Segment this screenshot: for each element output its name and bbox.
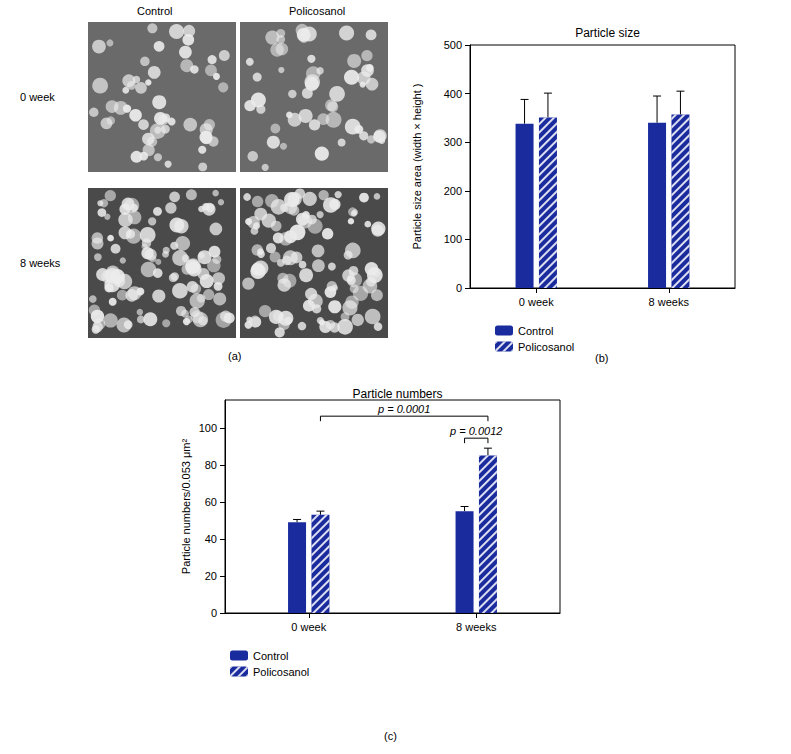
- svg-text:Particle size area (width × he: Particle size area (width × height ): [411, 84, 423, 250]
- svg-text:Policosanol: Policosanol: [289, 5, 345, 17]
- svg-text:100: 100: [444, 233, 462, 245]
- svg-text:Control: Control: [253, 650, 288, 662]
- svg-text:8 weeks: 8 weeks: [649, 296, 690, 308]
- svg-text:(b): (b): [595, 352, 608, 364]
- svg-text:p = 0.0012: p = 0.0012: [449, 425, 502, 437]
- svg-text:0 week: 0 week: [20, 91, 55, 103]
- svg-text:0 week: 0 week: [291, 621, 326, 633]
- svg-text:60: 60: [205, 496, 217, 508]
- svg-text:40: 40: [205, 533, 217, 545]
- svg-text:8 weeks: 8 weeks: [20, 257, 61, 269]
- svg-text:0 week: 0 week: [519, 296, 554, 308]
- svg-text:Policosanol: Policosanol: [518, 341, 574, 353]
- svg-text:300: 300: [444, 136, 462, 148]
- svg-text:Control: Control: [137, 5, 172, 17]
- svg-text:8 weeks: 8 weeks: [456, 621, 497, 633]
- svg-text:500: 500: [444, 39, 462, 51]
- svg-text:(a): (a): [228, 350, 241, 362]
- svg-text:Particle size: Particle size: [575, 26, 640, 40]
- svg-text:200: 200: [444, 185, 462, 197]
- svg-text:400: 400: [444, 88, 462, 100]
- svg-text:20: 20: [205, 570, 217, 582]
- svg-text:Particle numbers/0.053 μm²: Particle numbers/0.053 μm²: [180, 438, 192, 574]
- svg-text:p = 0.0001: p = 0.0001: [377, 403, 430, 415]
- svg-text:Policosanol: Policosanol: [253, 666, 309, 678]
- svg-text:100: 100: [199, 422, 217, 434]
- svg-text:80: 80: [205, 459, 217, 471]
- svg-text:0: 0: [456, 282, 462, 294]
- svg-text:0: 0: [211, 607, 217, 619]
- svg-text:(c): (c): [384, 730, 397, 742]
- svg-text:Control: Control: [518, 325, 553, 337]
- svg-text:Particle numbers: Particle numbers: [352, 387, 442, 401]
